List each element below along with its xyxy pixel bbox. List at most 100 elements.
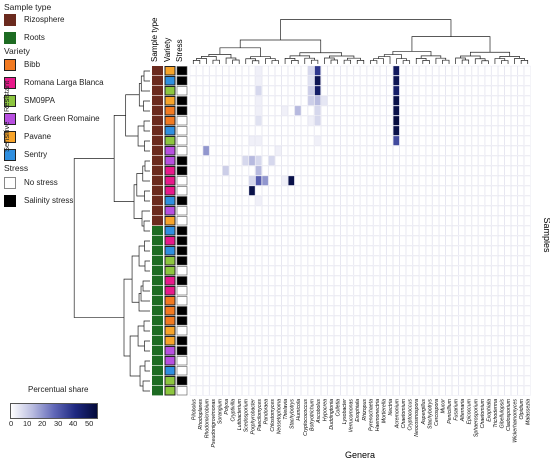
heatmap-cell: [255, 65, 262, 76]
heatmap-cell: [445, 175, 452, 186]
heatmap-cell: [491, 365, 498, 376]
heatmap-cell: [314, 215, 321, 226]
heatmap-cell: [524, 155, 531, 166]
heatmap-cell: [327, 365, 334, 376]
heatmap-cell: [222, 85, 229, 96]
heatmap-cell: [484, 295, 492, 306]
heatmap-cell: [275, 365, 282, 376]
heatmap-cell: [321, 135, 328, 146]
heatmap-cell: [517, 95, 524, 106]
heatmap-cell: [202, 105, 210, 116]
heatmap-cell: [439, 115, 446, 126]
heatmap-cell: [419, 215, 426, 226]
heatmap-cell: [340, 215, 347, 226]
heatmap-cell: [373, 155, 380, 166]
heatmap-cell: [301, 115, 308, 126]
heatmap-cell: [281, 85, 288, 96]
heatmap-cell: [419, 85, 426, 96]
heatmap-cell: [248, 75, 256, 86]
heatmap-cell: [511, 145, 518, 156]
swatch-salinity-stress: [4, 195, 16, 207]
annotation-variety-cell: [164, 286, 176, 296]
annotation-sample-type-cell: [152, 226, 163, 236]
heatmap-cell: [314, 335, 321, 346]
heatmap-cell: [255, 285, 262, 296]
heatmap-cell: [504, 105, 511, 116]
heatmap-cell: [294, 335, 302, 346]
heatmap-cell: [281, 305, 288, 316]
heatmap-cell: [353, 65, 361, 76]
heatmap-cell: [366, 205, 374, 216]
heatmap-cell: [235, 355, 243, 366]
heatmap-cell: [478, 375, 485, 386]
heatmap-cell: [275, 95, 282, 106]
heatmap-cell: [268, 145, 275, 156]
heatmap-cell: [353, 255, 361, 266]
heatmap-cell: [439, 295, 446, 306]
annotation-variety-cell: [164, 136, 176, 146]
heatmap-cell: [478, 185, 485, 196]
heatmap-cell: [393, 355, 400, 366]
heatmap-cell: [524, 375, 531, 386]
annotation-sample-type-cell: [152, 166, 163, 176]
genera-tick-label: Acremonium: [395, 398, 401, 429]
heatmap-cell: [406, 135, 413, 146]
heatmap-cell: [189, 295, 197, 306]
column-dendrogram: [192, 19, 529, 64]
dendrogram-branch: [139, 365, 145, 387]
heatmap-cell: [255, 335, 262, 346]
heatmap-cell: [196, 265, 203, 276]
heatmap-cell: [222, 135, 229, 146]
heatmap-cell: [229, 245, 236, 256]
dendrogram-branch: [144, 360, 150, 372]
heatmap-cell: [439, 315, 446, 326]
heatmap-cell: [321, 235, 328, 246]
heatmap-cell: [340, 235, 347, 246]
heatmap-cell: [255, 85, 262, 96]
heatmap-cell: [334, 355, 341, 366]
heatmap-cell: [196, 315, 203, 326]
heatmap-cell: [452, 315, 459, 326]
dendrogram-branch: [144, 340, 150, 352]
heatmap-cell: [380, 295, 387, 306]
heatmap-cell: [235, 285, 243, 296]
dendrogram-branch: [141, 210, 150, 227]
heatmap-cell: [314, 185, 321, 196]
heatmap-cell: [452, 215, 459, 226]
heatmap-cell: [347, 235, 354, 246]
heatmap-cell: [340, 185, 347, 196]
heatmap-cell: [229, 275, 236, 286]
heatmap-cell: [321, 85, 328, 96]
heatmap-cell: [294, 345, 302, 356]
heatmap-cell: [432, 165, 439, 176]
heatmap-cell: [189, 315, 197, 326]
heatmap-cell: [360, 335, 367, 346]
heatmap-cell: [458, 215, 465, 226]
heatmap-cell: [229, 185, 236, 196]
genera-tick-label: Ascobolus: [316, 399, 322, 424]
heatmap-cell: [465, 355, 472, 366]
heatmap-cell: [334, 255, 341, 266]
heatmap-cell: [261, 125, 269, 136]
legend-item-variety-3: Dark Green Romaine: [4, 113, 144, 127]
heatmap-cell: [425, 205, 433, 216]
heatmap-cell: [399, 185, 406, 196]
heatmap-cell: [347, 135, 354, 146]
heatmap-cell: [209, 95, 216, 106]
heatmap-cell: [235, 95, 243, 106]
heatmap-cell: [334, 385, 341, 396]
heatmap-cell: [209, 295, 216, 306]
heatmap-cell: [340, 125, 347, 136]
heatmap-cell: [275, 145, 282, 156]
heatmap-cell: [399, 155, 406, 166]
heatmap-cell: [235, 375, 243, 386]
heatmap-cell: [235, 345, 243, 356]
heatmap-cell: [202, 95, 210, 106]
heatmap-cell: [373, 185, 380, 196]
heatmap-cell: [294, 145, 302, 156]
heatmap-cell: [347, 245, 354, 256]
heatmap-cell: [425, 365, 433, 376]
heatmap-cell: [347, 325, 354, 336]
heatmap-cell: [517, 225, 524, 236]
dendrogram-branch: [208, 54, 232, 58]
